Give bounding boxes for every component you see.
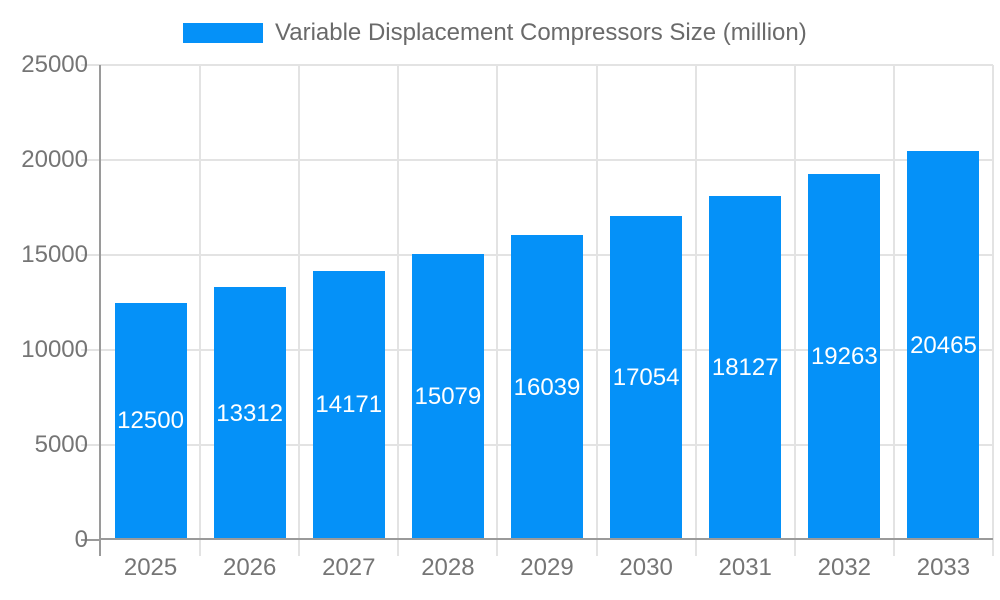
legend-swatch-icon [183, 23, 263, 43]
bar-2029[interactable]: 16039 [511, 235, 583, 540]
gridline-horizontal [101, 64, 993, 66]
legend-label: Variable Displacement Compressors Size (… [275, 19, 807, 46]
x-axis-tick-label: 2025 [123, 554, 178, 581]
x-axis-tick-label: 2031 [718, 554, 772, 581]
x-axis-tick-label: 2030 [619, 554, 673, 581]
x-axis-tick [496, 540, 499, 556]
x-axis-tick-label: 2032 [817, 554, 872, 581]
y-axis-tick-label: 5000 [34, 431, 88, 458]
y-axis-tick [81, 159, 101, 161]
y-axis-tick-label: 20000 [21, 146, 88, 173]
bar-2027[interactable]: 14171 [312, 270, 385, 540]
x-axis-tick [397, 540, 400, 556]
x-axis-tick-label: 2028 [421, 554, 475, 581]
x-axis-line [99, 538, 993, 540]
plot-area: 12500 13312 14171 15079 16039 17054 18127 19263… [81, 64, 994, 556]
y-axis-tick [81, 254, 101, 256]
gridline-vertical [397, 65, 400, 540]
legend[interactable]: Variable Displacement Compressors Size (… [183, 19, 807, 46]
bar-2033[interactable]: 20465 [907, 151, 980, 540]
y-axis-tick [81, 444, 101, 446]
y-axis-line [99, 65, 101, 556]
bar-value-label: 20465 [910, 331, 977, 359]
bar-value-label: 17054 [612, 363, 680, 391]
x-axis-tick-label: 2027 [322, 554, 376, 581]
y-axis-tick [81, 64, 101, 66]
x-axis-tick [298, 540, 301, 556]
y-axis-tick-label: 10000 [21, 336, 88, 363]
bar-2032[interactable]: 19263 [808, 174, 881, 540]
bar-value-label: 13312 [216, 399, 284, 427]
x-axis-tick [793, 540, 796, 556]
x-axis-tick [892, 540, 895, 556]
x-axis-tick [992, 540, 994, 556]
x-axis-tick [595, 540, 598, 556]
gridline-vertical [793, 65, 796, 540]
y-axis-tick [81, 539, 101, 541]
bar-2031[interactable]: 18127 [709, 195, 782, 540]
bar-2025[interactable]: 12500 [114, 302, 187, 540]
bar-value-label: 12500 [117, 407, 184, 435]
gridline-horizontal [101, 159, 993, 161]
bar-2028[interactable]: 15079 [411, 253, 484, 540]
y-axis-tick-label: 0 [74, 526, 88, 553]
bar-2030[interactable]: 17054 [610, 215, 683, 540]
bar-value-label: 15079 [414, 382, 482, 410]
x-axis-tick-label: 2029 [520, 554, 574, 581]
gridline-vertical [992, 65, 994, 540]
x-axis-tick [694, 540, 697, 556]
bar-value-label: 19263 [810, 343, 878, 370]
bar-value-label: 18127 [711, 353, 779, 381]
x-axis-tick-label: 2033 [916, 554, 971, 581]
y-axis-tick-label: 25000 [21, 51, 88, 78]
gridline-vertical [694, 65, 697, 540]
y-axis-tick [81, 349, 101, 351]
gridline-vertical [496, 65, 499, 540]
y-axis-tick-label: 15000 [21, 241, 88, 268]
gridline-vertical [298, 65, 301, 540]
bar-value-label: 16039 [513, 373, 581, 401]
x-axis-tick-label: 2026 [222, 554, 277, 581]
bar-2026[interactable]: 13312 [213, 287, 286, 540]
bar-value-label: 14171 [315, 391, 383, 419]
gridline-vertical [892, 65, 895, 540]
x-axis-tick [199, 540, 202, 556]
gridline-vertical [199, 65, 202, 540]
gridline-vertical [595, 65, 598, 540]
